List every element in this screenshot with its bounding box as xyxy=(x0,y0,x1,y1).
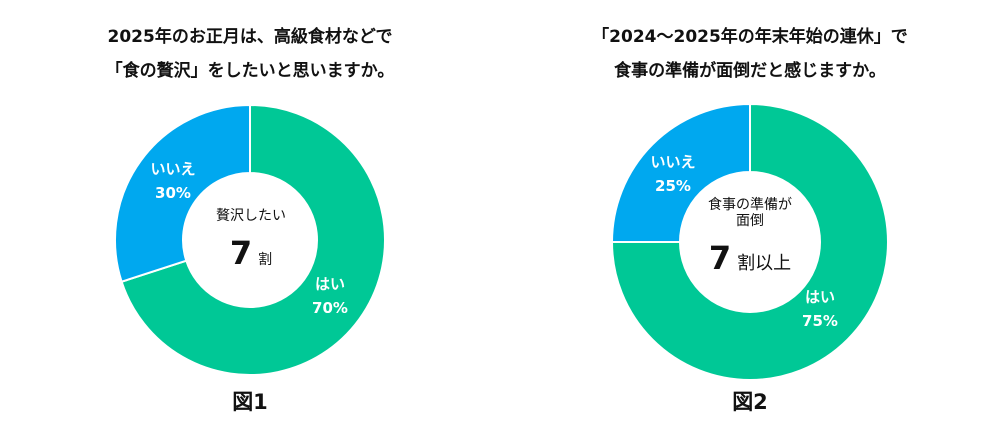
slice-label-no-value: 25% xyxy=(655,177,691,195)
slice-label-yes-name: はい xyxy=(314,275,345,293)
slice-label-no: いいえ 30% xyxy=(138,157,208,205)
slice-label-yes-value: 70% xyxy=(312,299,348,317)
slice-label-no: いいえ 25% xyxy=(638,150,708,198)
pie-slice-yes xyxy=(610,102,889,381)
chart-title-line-2: 食事の準備が面倒だと感じますか。 xyxy=(614,61,886,81)
donut-chart xyxy=(114,103,386,376)
center-unit: 割以上 xyxy=(737,253,792,274)
slice-label-no-name: いいえ xyxy=(150,160,196,178)
chart-title: 2025年のお正月は、高級食材などで 「食の贅沢」をしたいと思いますか。 xyxy=(0,20,500,88)
center-text: 食事の準備が 面倒 7 割以上 xyxy=(680,197,820,277)
pie-slice-yes xyxy=(120,103,386,376)
center-value-group: 7 割以上 xyxy=(680,239,820,277)
pie-slice-no xyxy=(610,102,751,243)
slice-label-yes-name: はい xyxy=(804,288,835,306)
donut-chart xyxy=(610,102,889,381)
slice-label-yes-value: 75% xyxy=(802,312,838,330)
slice-label-yes: はい 70% xyxy=(300,272,360,320)
center-label-line-2: 面倒 xyxy=(736,213,764,229)
slice-label-yes: はい 75% xyxy=(790,285,850,333)
slice-label-no-value: 30% xyxy=(155,184,191,202)
center-unit: 割 xyxy=(258,252,273,268)
chart-title-line-1: 2025年のお正月は、高級食材などで xyxy=(107,27,393,47)
center-label: 贅沢したい xyxy=(216,208,286,224)
center-value: 7 xyxy=(229,234,253,272)
center-label-line-1: 食事の準備が xyxy=(708,197,792,213)
chart-panel-2: 「2024～2025年の年末年始の連休」で 食事の準備が面倒だと感じますか。 食… xyxy=(500,0,1000,424)
chart-panel-1: 2025年のお正月は、高級食材などで 「食の贅沢」をしたいと思いますか。 贅沢し… xyxy=(0,20,500,414)
chart-title-line-1: 「2024～2025年の年末年始の連休」で xyxy=(592,27,908,47)
center-value: 7 xyxy=(708,239,732,277)
chart-title-line-2: 「食の贅沢」をしたいと思いますか。 xyxy=(105,61,395,81)
figure-label: 図1 xyxy=(232,390,268,414)
slice-label-no-name: いいえ xyxy=(650,153,696,171)
chart-title: 「2024～2025年の年末年始の連休」で 食事の準備が面倒だと感じますか。 xyxy=(500,20,1000,88)
pie-slice-no xyxy=(114,103,251,283)
figure-label: 図2 xyxy=(732,390,768,414)
